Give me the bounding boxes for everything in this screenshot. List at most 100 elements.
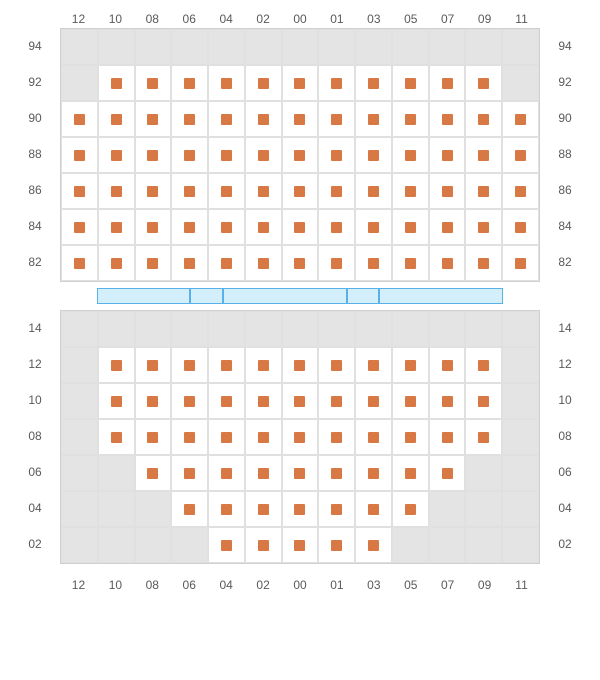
seat-cell[interactable]	[465, 419, 502, 455]
seat-cell[interactable]	[502, 245, 539, 281]
seat-cell[interactable]	[208, 347, 245, 383]
seat-cell[interactable]	[282, 455, 319, 491]
seat-cell[interactable]	[171, 65, 208, 101]
seat-cell[interactable]	[465, 65, 502, 101]
seat-cell[interactable]	[429, 455, 466, 491]
seat-cell[interactable]	[245, 65, 282, 101]
seat-cell[interactable]	[318, 101, 355, 137]
seat-cell[interactable]	[318, 209, 355, 245]
seat-cell[interactable]	[61, 245, 98, 281]
seat-cell[interactable]	[282, 347, 319, 383]
seat-cell[interactable]	[282, 491, 319, 527]
seat-cell[interactable]	[318, 527, 355, 563]
seat-cell[interactable]	[318, 347, 355, 383]
seat-cell[interactable]	[245, 245, 282, 281]
seat-cell[interactable]	[245, 491, 282, 527]
seat-cell[interactable]	[429, 65, 466, 101]
seat-cell[interactable]	[208, 527, 245, 563]
seat-cell[interactable]	[282, 65, 319, 101]
seat-cell[interactable]	[135, 173, 172, 209]
seat-cell[interactable]	[465, 101, 502, 137]
seat-cell[interactable]	[245, 137, 282, 173]
seat-cell[interactable]	[98, 347, 135, 383]
seat-cell[interactable]	[98, 65, 135, 101]
seat-cell[interactable]	[318, 137, 355, 173]
seat-cell[interactable]	[502, 137, 539, 173]
seat-cell[interactable]	[465, 383, 502, 419]
seat-cell[interactable]	[392, 347, 429, 383]
seat-cell[interactable]	[245, 527, 282, 563]
seat-cell[interactable]	[282, 419, 319, 455]
seat-cell[interactable]	[171, 383, 208, 419]
seat-cell[interactable]	[392, 65, 429, 101]
seat-cell[interactable]	[135, 419, 172, 455]
seat-cell[interactable]	[282, 209, 319, 245]
seat-cell[interactable]	[355, 137, 392, 173]
seat-cell[interactable]	[392, 209, 429, 245]
seat-cell[interactable]	[98, 245, 135, 281]
seat-cell[interactable]	[61, 173, 98, 209]
seat-cell[interactable]	[392, 419, 429, 455]
seat-cell[interactable]	[245, 101, 282, 137]
seat-cell[interactable]	[208, 101, 245, 137]
seat-cell[interactable]	[392, 137, 429, 173]
seat-cell[interactable]	[98, 383, 135, 419]
seat-cell[interactable]	[355, 383, 392, 419]
seat-cell[interactable]	[171, 245, 208, 281]
seat-cell[interactable]	[171, 101, 208, 137]
seat-cell[interactable]	[135, 383, 172, 419]
seat-cell[interactable]	[429, 245, 466, 281]
seat-cell[interactable]	[245, 209, 282, 245]
seat-cell[interactable]	[282, 527, 319, 563]
seat-cell[interactable]	[282, 245, 319, 281]
seat-cell[interactable]	[502, 101, 539, 137]
seat-cell[interactable]	[465, 245, 502, 281]
seat-cell[interactable]	[355, 419, 392, 455]
seat-cell[interactable]	[135, 65, 172, 101]
seat-cell[interactable]	[135, 455, 172, 491]
seat-cell[interactable]	[465, 173, 502, 209]
seat-cell[interactable]	[171, 173, 208, 209]
seat-cell[interactable]	[61, 101, 98, 137]
seat-cell[interactable]	[208, 65, 245, 101]
seat-cell[interactable]	[429, 347, 466, 383]
seat-cell[interactable]	[502, 209, 539, 245]
seat-cell[interactable]	[171, 455, 208, 491]
seat-cell[interactable]	[318, 455, 355, 491]
seat-cell[interactable]	[208, 137, 245, 173]
seat-cell[interactable]	[429, 209, 466, 245]
seat-cell[interactable]	[355, 527, 392, 563]
seat-cell[interactable]	[355, 245, 392, 281]
seat-cell[interactable]	[135, 245, 172, 281]
seat-cell[interactable]	[208, 209, 245, 245]
seat-cell[interactable]	[171, 137, 208, 173]
seat-cell[interactable]	[171, 491, 208, 527]
seat-cell[interactable]	[355, 209, 392, 245]
seat-cell[interactable]	[429, 173, 466, 209]
seat-cell[interactable]	[318, 173, 355, 209]
seat-cell[interactable]	[61, 209, 98, 245]
seat-cell[interactable]	[318, 65, 355, 101]
seat-cell[interactable]	[245, 347, 282, 383]
seat-cell[interactable]	[318, 419, 355, 455]
seat-cell[interactable]	[282, 173, 319, 209]
seat-cell[interactable]	[392, 245, 429, 281]
seat-cell[interactable]	[245, 383, 282, 419]
seat-cell[interactable]	[392, 491, 429, 527]
seat-cell[interactable]	[429, 419, 466, 455]
seat-cell[interactable]	[355, 101, 392, 137]
seat-cell[interactable]	[208, 419, 245, 455]
seat-cell[interactable]	[318, 245, 355, 281]
seat-cell[interactable]	[355, 347, 392, 383]
seat-cell[interactable]	[392, 101, 429, 137]
seat-cell[interactable]	[465, 347, 502, 383]
seat-cell[interactable]	[208, 173, 245, 209]
seat-cell[interactable]	[392, 455, 429, 491]
seat-cell[interactable]	[392, 173, 429, 209]
seat-cell[interactable]	[355, 491, 392, 527]
seat-cell[interactable]	[355, 173, 392, 209]
seat-cell[interactable]	[208, 455, 245, 491]
seat-cell[interactable]	[98, 101, 135, 137]
seat-cell[interactable]	[502, 173, 539, 209]
seat-cell[interactable]	[61, 137, 98, 173]
